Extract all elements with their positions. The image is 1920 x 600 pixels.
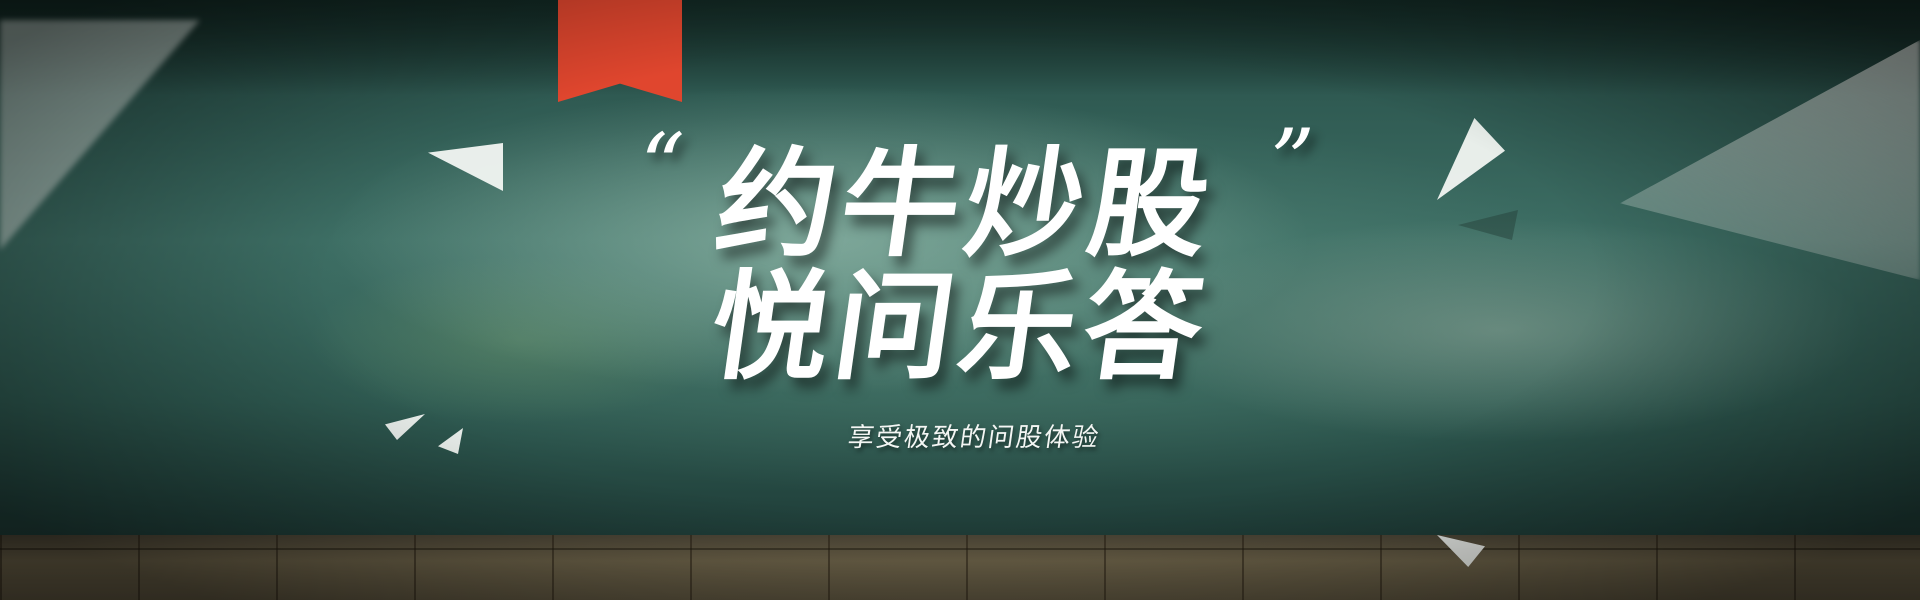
opening-quote-mark: “ [640,114,685,217]
tile-floor [0,535,1920,600]
wall-shadow [0,0,1920,95]
headline-line-2: 悦问乐答 [702,258,1218,396]
tagline: 享受极致的问股体验 [845,423,1103,453]
light-beam-left [0,20,200,250]
floor-seam [0,548,1920,550]
headline-line-1: 约牛炒股 [708,135,1224,273]
closing-quote-mark: ” [1270,110,1315,213]
